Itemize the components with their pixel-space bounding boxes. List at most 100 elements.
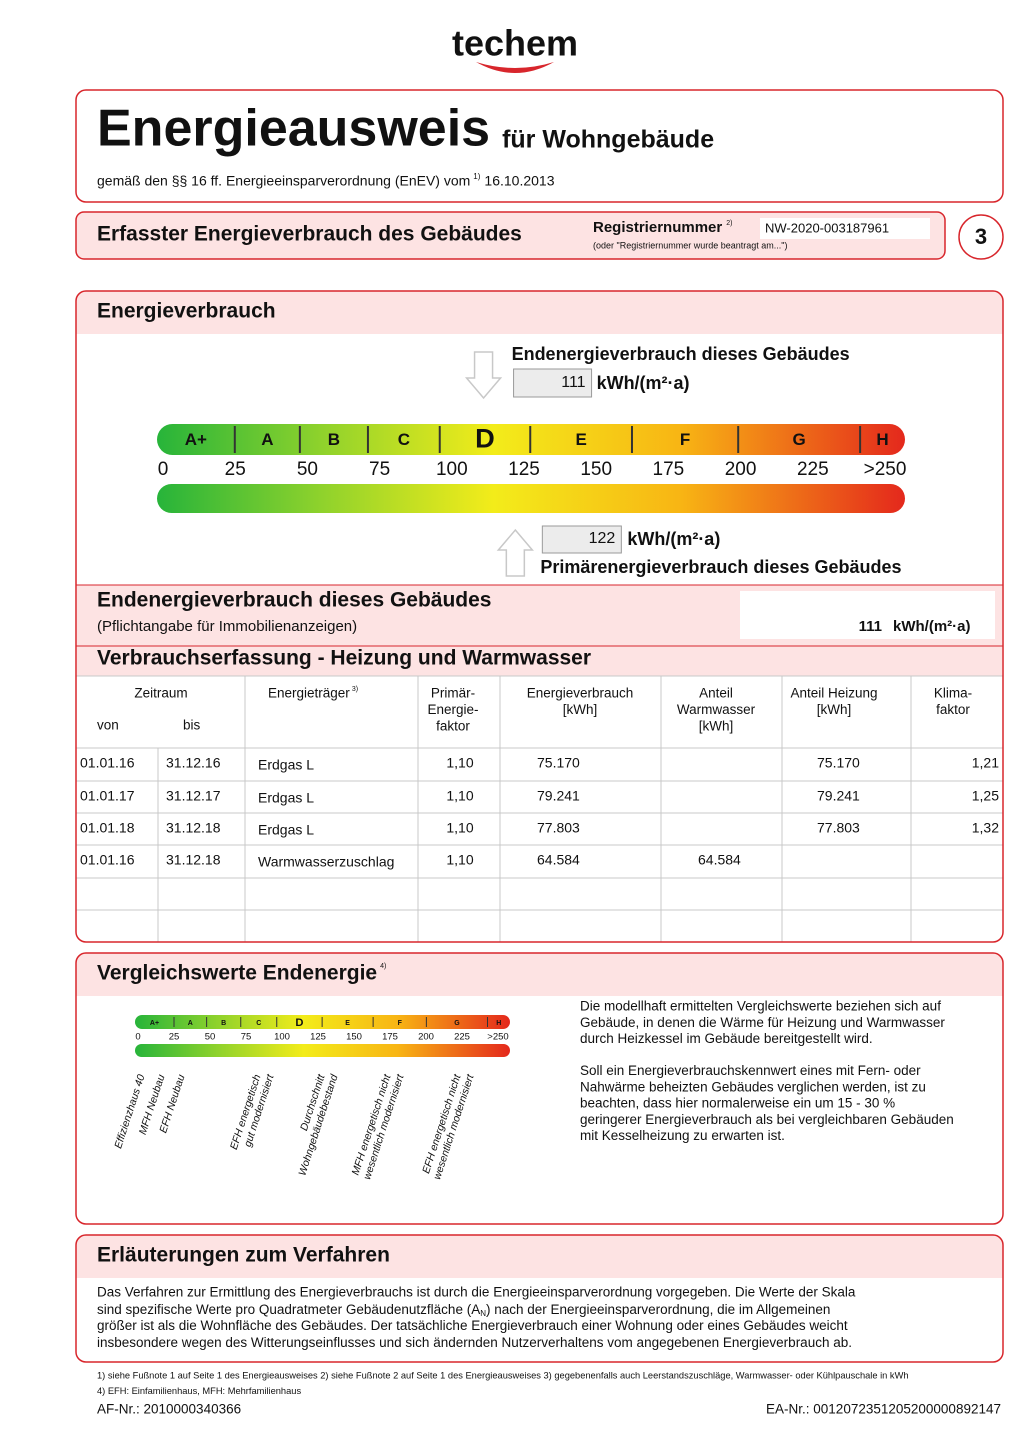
- section-header: [76, 291, 1003, 334]
- text-part: N: [480, 1309, 486, 1318]
- class-label: E: [345, 1020, 350, 1027]
- table-header: Klima-: [934, 686, 972, 701]
- section-title: Verbrauchserfassung - Heizung und Warmwa…: [97, 647, 591, 670]
- scale-tick-label: 75: [241, 1032, 252, 1043]
- date: 16.10.2013: [484, 173, 554, 189]
- title: Energieausweis: [97, 100, 490, 158]
- reference-label: Effizienzhaus 40: [112, 1073, 147, 1150]
- scale-tick-label: 75: [369, 459, 390, 480]
- table-cell: 75.170: [537, 755, 580, 771]
- table-header: [kWh]: [563, 702, 598, 717]
- scale-tick-label: 225: [454, 1032, 470, 1043]
- table-cell: 01.01.17: [80, 788, 135, 804]
- table-header: faktor: [436, 719, 470, 734]
- explanation-box: [75, 1234, 1004, 1363]
- class-label: A: [261, 430, 273, 449]
- paragraph-line: geringerer Energieverbrauch als bei verg…: [580, 1112, 954, 1127]
- logo: techem: [452, 23, 578, 64]
- section-title: Vergleichswerte Endenergie: [97, 962, 377, 985]
- table-cell: 01.01.16: [80, 755, 135, 771]
- listing-field: [740, 591, 995, 639]
- table-header: von: [97, 718, 119, 733]
- paragraph-line: beachten, dass hier normalerweise ein um…: [580, 1096, 895, 1111]
- table-header: Anteil: [699, 686, 733, 701]
- register-label: Registriernummer: [593, 219, 722, 236]
- table-header: Warmwasser: [677, 702, 756, 717]
- section-header: [76, 953, 1003, 996]
- table-header: Energie-: [427, 702, 478, 717]
- scale-tick-label: 150: [346, 1032, 362, 1043]
- table-cell: 1,10: [446, 852, 473, 868]
- ea-number: EA-Nr.: 0012072351205200000892147: [766, 1402, 1001, 1417]
- listing-note: (Pflichtangabe für Immobilienanzeigen): [97, 618, 357, 635]
- table-cell: 1,32: [972, 820, 999, 836]
- af-number: AF-Nr.: 2010000340366: [97, 1402, 241, 1417]
- register-field: [760, 218, 930, 239]
- class-label: A+: [185, 430, 207, 449]
- paragraph-line: Das Verfahren zur Ermittlung des Energie…: [97, 1285, 856, 1300]
- section-title: Erläuterungen zum Verfahren: [97, 1244, 390, 1267]
- table-cell: Erdgas L: [258, 757, 314, 773]
- paragraph-line: Soll ein Energieverbrauchskennwert eines…: [580, 1063, 921, 1078]
- scale-tick-label: >250: [864, 459, 907, 480]
- scale-tick-label: 150: [580, 459, 612, 480]
- table-cell: 1,10: [446, 755, 473, 771]
- scale-tick-label: 25: [169, 1032, 180, 1043]
- table-cell: 31.12.18: [166, 852, 221, 868]
- table-header: [kWh]: [699, 719, 734, 734]
- table-header: Energieverbrauch: [527, 686, 634, 701]
- register-fill: [76, 212, 945, 259]
- footnote-ref: 4): [380, 963, 386, 970]
- table-header: bis: [183, 718, 201, 733]
- table-cell: 01.01.18: [80, 820, 135, 836]
- paragraph-line: Nahwärme beheizten Gebäudes verglichen w…: [580, 1079, 926, 1094]
- class-label: B: [328, 430, 340, 449]
- consumption-box: [75, 290, 1004, 943]
- register-number: NW-2020-003187961: [765, 220, 889, 235]
- paragraph-line: insbesondere wegen des Witterungseinflus…: [97, 1335, 852, 1350]
- paragraph-line: Gebäude, in denen die Wärme für Heizung …: [580, 1015, 945, 1030]
- listing-value: 111: [859, 618, 882, 635]
- scale-tick-label: 225: [797, 459, 829, 480]
- class-label: F: [398, 1020, 403, 1027]
- paragraph-line: größer ist als die Wohnfläche des Gebäud…: [97, 1318, 848, 1333]
- scale-tick-label: 200: [418, 1032, 434, 1043]
- paragraph-line: mit Kesselheizung zu erwarten ist.: [580, 1128, 785, 1143]
- scale-tick-label: 25: [225, 459, 246, 480]
- gradient-bar: [135, 1044, 510, 1057]
- paragraph-line: sind spezifische Werte pro Quadratmeter …: [97, 1301, 830, 1318]
- footnote-ref: 2): [726, 220, 732, 227]
- class-label: C: [256, 1020, 261, 1027]
- class-label: H: [876, 430, 888, 449]
- unit: kWh/(m²·a): [597, 373, 690, 393]
- table-cell: 1,10: [446, 820, 473, 836]
- paragraph-line: durch Heizkessel im Gebäude bereitgestel…: [580, 1031, 873, 1046]
- class-label: G: [454, 1020, 460, 1027]
- table-cell: Warmwasserzuschlag: [258, 854, 394, 870]
- value-field: [513, 368, 593, 398]
- logo-swoosh: [476, 62, 554, 73]
- comparison-box: [75, 952, 1004, 1225]
- table-cell: 31.12.16: [166, 755, 221, 771]
- class-label: D: [475, 423, 495, 454]
- table-cell: Erdgas L: [258, 790, 314, 806]
- page-number: 3: [975, 224, 987, 249]
- table-cell: 01.01.16: [80, 852, 135, 868]
- footnote-ref: 1): [473, 172, 480, 181]
- class-label: A: [188, 1020, 193, 1027]
- class-label: D: [295, 1017, 303, 1029]
- class-label: F: [680, 430, 690, 449]
- register-box: [75, 211, 946, 260]
- table-cell: 77.803: [537, 820, 580, 836]
- table-cell: Erdgas L: [258, 822, 314, 838]
- scale-tick-label: 50: [205, 1032, 216, 1043]
- value: 111: [561, 374, 585, 391]
- legal-text: gemäß den §§ 16 ff. Energieeinsparverord…: [97, 173, 470, 189]
- table-cell: 31.12.18: [166, 820, 221, 836]
- table-cell: 64.584: [537, 852, 580, 868]
- scale-tick-label: 175: [653, 459, 685, 480]
- table-cell: 75.170: [817, 755, 860, 771]
- table-cell: 1,21: [972, 755, 999, 771]
- value-label: Primärenergieverbrauch dieses Gebäudes: [540, 557, 901, 577]
- section-title: Energieverbrauch: [97, 300, 276, 323]
